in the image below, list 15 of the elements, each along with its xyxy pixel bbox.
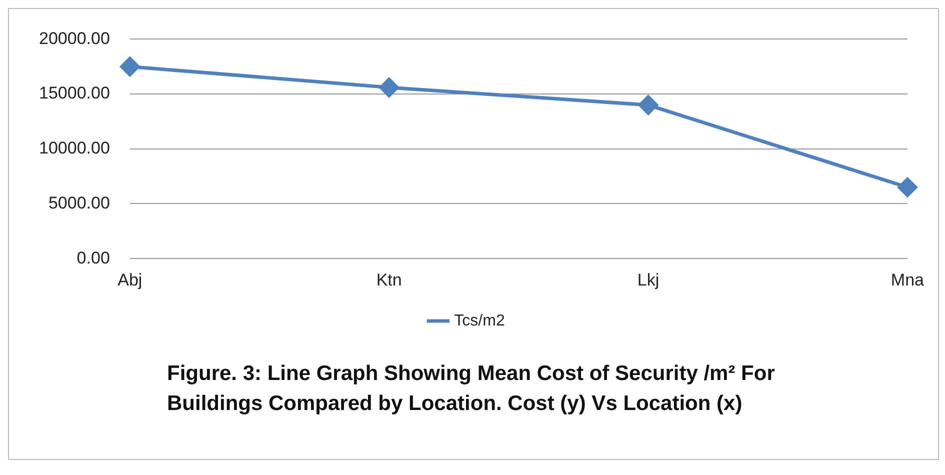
y-tick-label: 20000.00 (39, 28, 110, 48)
point (120, 56, 140, 76)
x-tick-label: Lkj (637, 270, 660, 290)
point (379, 78, 399, 98)
y-tick-label: 0.00 (76, 248, 110, 268)
y-tick-label: 5000.00 (48, 193, 110, 212)
x-tick-label: Mna (890, 270, 925, 290)
y-tick-label: 15000.00 (39, 84, 110, 103)
legend-label: Tcs/m2 (454, 312, 505, 330)
text: Figure. 3: Line Graph Showing Mean Cost of Security /m² For Buildings Compared by Location. Cost (y) Vs Location (x) (166, 361, 776, 417)
y-tick-label: 10000.00 (39, 138, 110, 158)
point (898, 178, 918, 198)
x-tick-label: Abj (118, 270, 142, 290)
point (638, 95, 658, 115)
x-tick-label: Ktn (376, 270, 402, 290)
